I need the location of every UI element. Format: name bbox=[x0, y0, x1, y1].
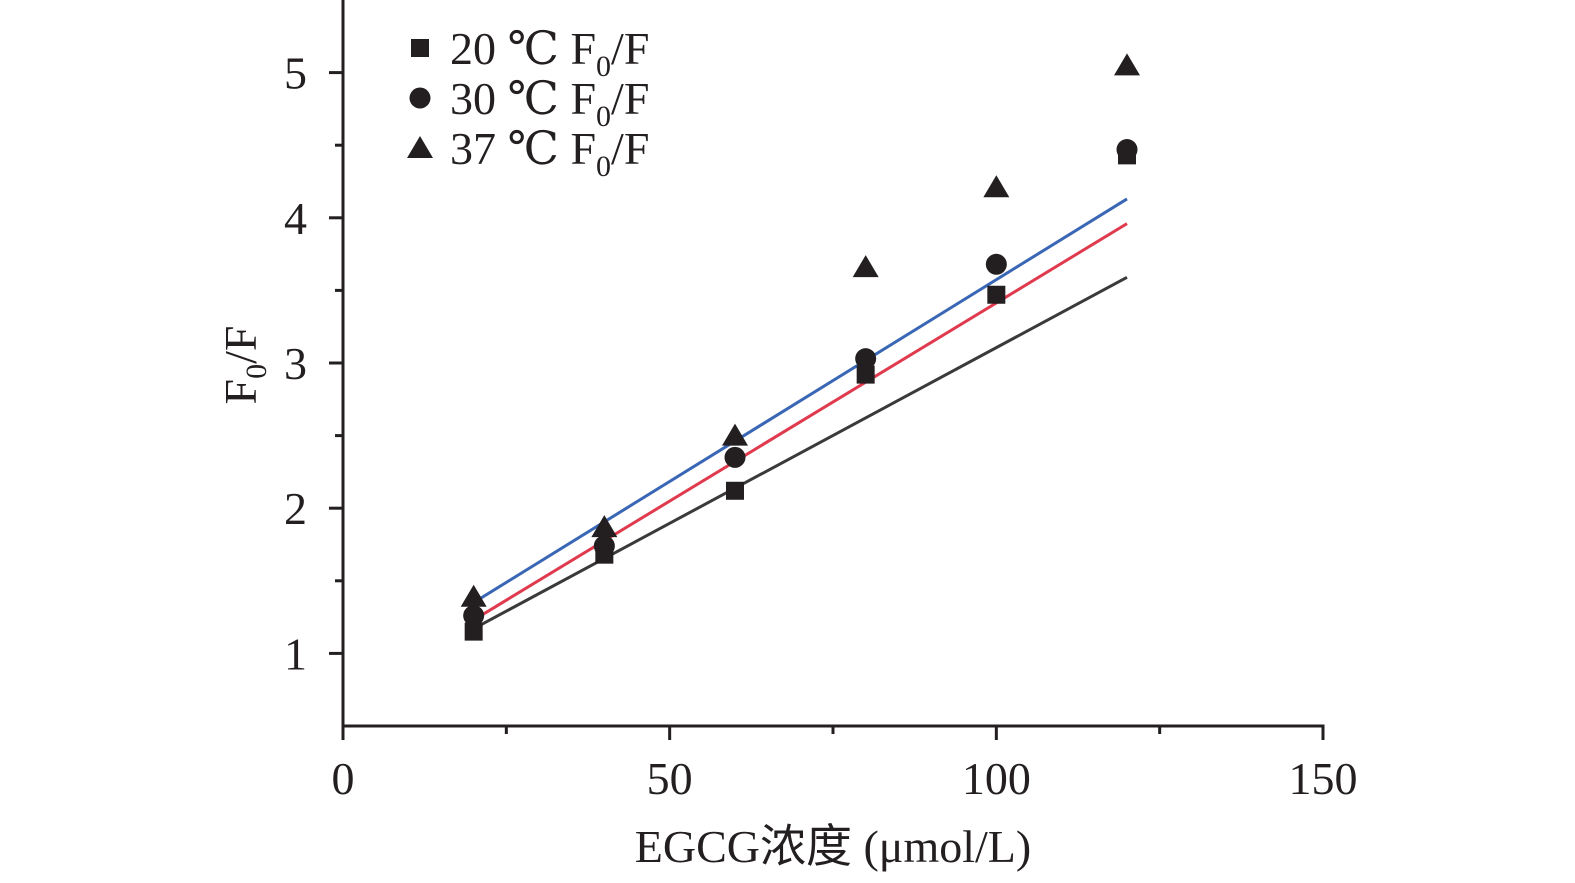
data-point-square bbox=[987, 285, 1006, 304]
legend-marker-circle bbox=[409, 87, 431, 109]
data-point-circle bbox=[855, 348, 877, 370]
legend-label: 20 ℃ F0/F bbox=[450, 23, 649, 83]
legend-marker-triangle bbox=[407, 136, 433, 158]
data-point-circle bbox=[463, 605, 485, 627]
legend: 20 ℃ F0/F30 ℃ F0/F37 ℃ F0/F bbox=[407, 23, 649, 183]
fit-line-circle bbox=[472, 222, 1128, 622]
data-point-circle bbox=[1116, 139, 1138, 161]
y-axis-title-subscript: 0 bbox=[240, 364, 273, 379]
legend-label-subscript: 0 bbox=[596, 150, 611, 183]
x-tick-label: 100 bbox=[962, 753, 1031, 804]
fit-line-square bbox=[472, 276, 1128, 631]
y-axis-title: F0/F bbox=[215, 326, 273, 405]
legend-label-main: 30 ℃ F bbox=[450, 73, 596, 124]
x-tick-label: 150 bbox=[1289, 753, 1358, 804]
legend-marker-square bbox=[411, 39, 429, 57]
x-tick-label: 50 bbox=[647, 753, 693, 804]
y-tick-label: 1 bbox=[284, 628, 307, 679]
y-tick-label: 5 bbox=[284, 48, 307, 99]
fit-line-triangle bbox=[472, 197, 1128, 604]
fit-lines bbox=[472, 197, 1128, 631]
y-tick-label: 4 bbox=[284, 193, 307, 244]
legend-label-subscript: 0 bbox=[596, 50, 611, 83]
data-point-triangle bbox=[852, 255, 879, 278]
data-point-square bbox=[464, 622, 483, 641]
y-axis-title-main: F bbox=[215, 379, 266, 405]
x-tick-label: 0 bbox=[332, 753, 355, 804]
legend-label: 30 ℃ F0/F bbox=[450, 73, 649, 133]
data-point-square bbox=[856, 365, 875, 384]
axes: 0 50 100 150 1 2 3 4 5 bbox=[284, 0, 1358, 804]
data-point-circle bbox=[985, 253, 1007, 275]
data-point-circle bbox=[593, 535, 615, 557]
data-point-square bbox=[726, 481, 744, 500]
data-point-triangle bbox=[460, 584, 487, 607]
legend-label: 37 ℃ F0/F bbox=[450, 123, 649, 183]
legend-label-tail: /F bbox=[611, 73, 649, 124]
y-tick-label: 3 bbox=[284, 338, 307, 389]
data-point-triangle bbox=[983, 175, 1010, 198]
data-point-triangle bbox=[722, 423, 748, 446]
data-point-triangle bbox=[1114, 53, 1140, 76]
data-point-circle bbox=[724, 446, 746, 468]
x-axis-title: EGCG浓度 (μmol/L) bbox=[635, 821, 1031, 872]
legend-label-main: 20 ℃ F bbox=[450, 23, 596, 74]
y-axis-title-tail: /F bbox=[215, 326, 266, 364]
legend-label-main: 37 ℃ F bbox=[450, 123, 596, 174]
y-tick-label: 2 bbox=[284, 483, 307, 534]
legend-label-tail: /F bbox=[611, 123, 649, 174]
legend-label-subscript: 0 bbox=[596, 100, 611, 133]
data-points bbox=[460, 53, 1140, 641]
data-point-triangle bbox=[591, 515, 618, 538]
legend-label-tail: /F bbox=[611, 23, 649, 74]
